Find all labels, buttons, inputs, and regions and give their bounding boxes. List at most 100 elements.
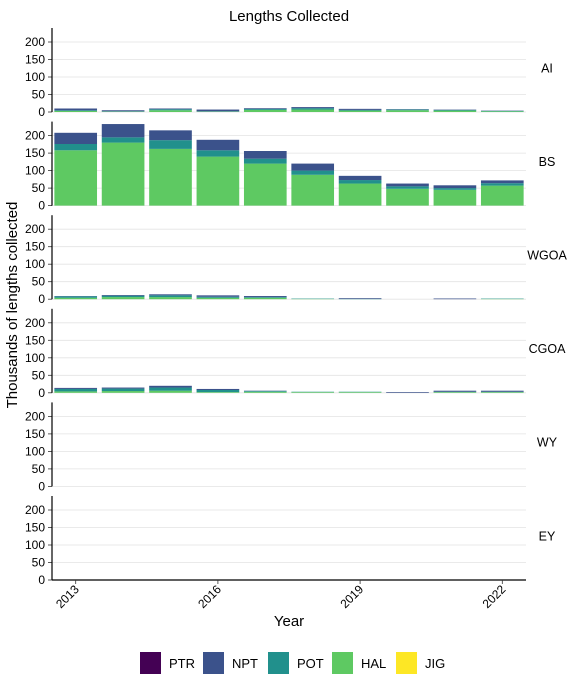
bar-ai-2022-hal xyxy=(481,111,524,112)
y-tick-label: 0 xyxy=(38,479,45,493)
bar-bs-2021-pot xyxy=(434,188,477,190)
legend-label: POT xyxy=(297,656,324,671)
y-tick-label: 50 xyxy=(32,462,46,476)
bar-cgoa-2014-pot xyxy=(102,389,145,391)
x-axis-title: Year xyxy=(274,613,304,630)
bar-bs-2017-pot xyxy=(244,159,287,164)
y-tick-label: 150 xyxy=(25,146,45,160)
legend-label: JIG xyxy=(425,656,445,671)
bar-bs-2019-pot xyxy=(339,180,382,184)
bar-wgoa-2016-hal xyxy=(197,298,240,299)
bar-bs-2022-hal xyxy=(481,186,524,206)
bar-cgoa-2013-npt xyxy=(54,388,97,389)
chart-title: Lengths Collected xyxy=(229,8,349,25)
bar-wgoa-2015-npt xyxy=(149,294,192,295)
bar-ai-2015-npt xyxy=(149,109,192,110)
bar-bs-2022-npt xyxy=(481,180,524,183)
bar-cgoa-2015-pot xyxy=(149,388,192,391)
bar-ai-2021-pot xyxy=(434,110,477,111)
bar-ai-2018-npt xyxy=(291,107,334,108)
bar-ai-2020-hal xyxy=(386,110,429,112)
bar-wgoa-2017-pot xyxy=(244,297,287,298)
legend-item-ptr: PTR xyxy=(140,652,195,674)
bar-bs-2019-npt xyxy=(339,176,382,180)
legend-label: HAL xyxy=(361,656,386,671)
bar-cgoa-2016-pot xyxy=(197,390,240,392)
strip-label-wy: WY xyxy=(537,436,558,450)
bar-wgoa-2016-npt xyxy=(197,295,240,296)
bar-bs-2015-hal xyxy=(149,149,192,206)
legend-swatch xyxy=(140,652,161,674)
bar-bs-2020-pot xyxy=(386,186,429,188)
y-axis-title: Thousands of lengths collected xyxy=(4,202,21,409)
x-tick-label: 2013 xyxy=(53,582,82,611)
legend-item-jig: JIG xyxy=(396,652,445,674)
y-tick-label: 150 xyxy=(25,53,45,67)
strip-label-ai: AI xyxy=(541,61,553,75)
bar-wgoa-2013-hal xyxy=(54,298,97,299)
facet-panels: 050100150200AI050100150200BS050100150200… xyxy=(25,28,567,587)
strip-label-wgoa: WGOA xyxy=(527,249,567,263)
strip-label-bs: BS xyxy=(539,155,556,169)
bar-ai-2018-hal xyxy=(291,110,334,112)
bar-bs-2022-pot xyxy=(481,183,524,185)
bar-cgoa-2021-npt xyxy=(434,391,477,392)
bar-cgoa-2019-hal xyxy=(339,392,382,393)
y-tick-label: 100 xyxy=(25,164,45,178)
bar-ai-2015-pot xyxy=(149,109,192,110)
bar-wgoa-2016-pot xyxy=(197,297,240,298)
bar-wgoa-2021-npt xyxy=(434,299,477,300)
y-tick-label: 200 xyxy=(25,35,45,49)
bar-bs-2014-pot xyxy=(102,137,145,142)
y-tick-label: 0 xyxy=(38,199,45,213)
bar-ai-2020-pot xyxy=(386,110,429,111)
bar-cgoa-2022-hal xyxy=(481,392,524,393)
bar-ai-2017-pot xyxy=(244,109,287,110)
x-tick-label: 2019 xyxy=(337,582,366,611)
bar-wgoa-2014-hal xyxy=(102,297,145,299)
bar-cgoa-2015-hal xyxy=(149,391,192,393)
strip-label-cgoa: CGOA xyxy=(529,342,566,356)
bar-wgoa-2017-npt xyxy=(244,296,287,297)
bar-ai-2017-hal xyxy=(244,110,287,112)
bar-cgoa-2016-hal xyxy=(197,392,240,393)
strip-label-ey: EY xyxy=(539,529,556,543)
y-tick-label: 200 xyxy=(25,222,45,236)
bar-ai-2016-npt xyxy=(197,110,240,112)
bar-cgoa-2016-npt xyxy=(197,389,240,390)
bar-ai-2019-hal xyxy=(339,111,382,112)
bar-bs-2021-npt xyxy=(434,185,477,188)
bar-bs-2017-npt xyxy=(244,151,287,159)
bar-wgoa-2013-pot xyxy=(54,296,97,297)
legend-label: PTR xyxy=(169,656,195,671)
y-tick-label: 50 xyxy=(32,88,46,102)
y-tick-label: 150 xyxy=(25,521,45,535)
bar-cgoa-2014-hal xyxy=(102,391,145,393)
bar-bs-2021-hal xyxy=(434,190,477,206)
y-tick-label: 0 xyxy=(38,386,45,400)
bar-bs-2018-pot xyxy=(291,171,334,175)
bar-bs-2020-npt xyxy=(386,184,429,187)
legend-swatch xyxy=(268,652,289,674)
bar-bs-2013-npt xyxy=(54,133,97,144)
bar-ai-2013-npt xyxy=(54,109,97,111)
bar-bs-2019-hal xyxy=(339,184,382,206)
bar-bs-2015-npt xyxy=(149,130,192,140)
bar-ai-2013-pot xyxy=(54,110,97,111)
y-tick-label: 100 xyxy=(25,257,45,271)
bar-ai-2021-hal xyxy=(434,111,477,112)
bar-bs-2018-hal xyxy=(291,175,334,206)
bar-cgoa-2013-hal xyxy=(54,391,97,392)
bar-cgoa-2021-hal xyxy=(434,392,477,393)
bar-wgoa-2014-pot xyxy=(102,296,145,297)
bar-bs-2015-pot xyxy=(149,140,192,149)
bar-bs-2016-pot xyxy=(197,150,240,156)
